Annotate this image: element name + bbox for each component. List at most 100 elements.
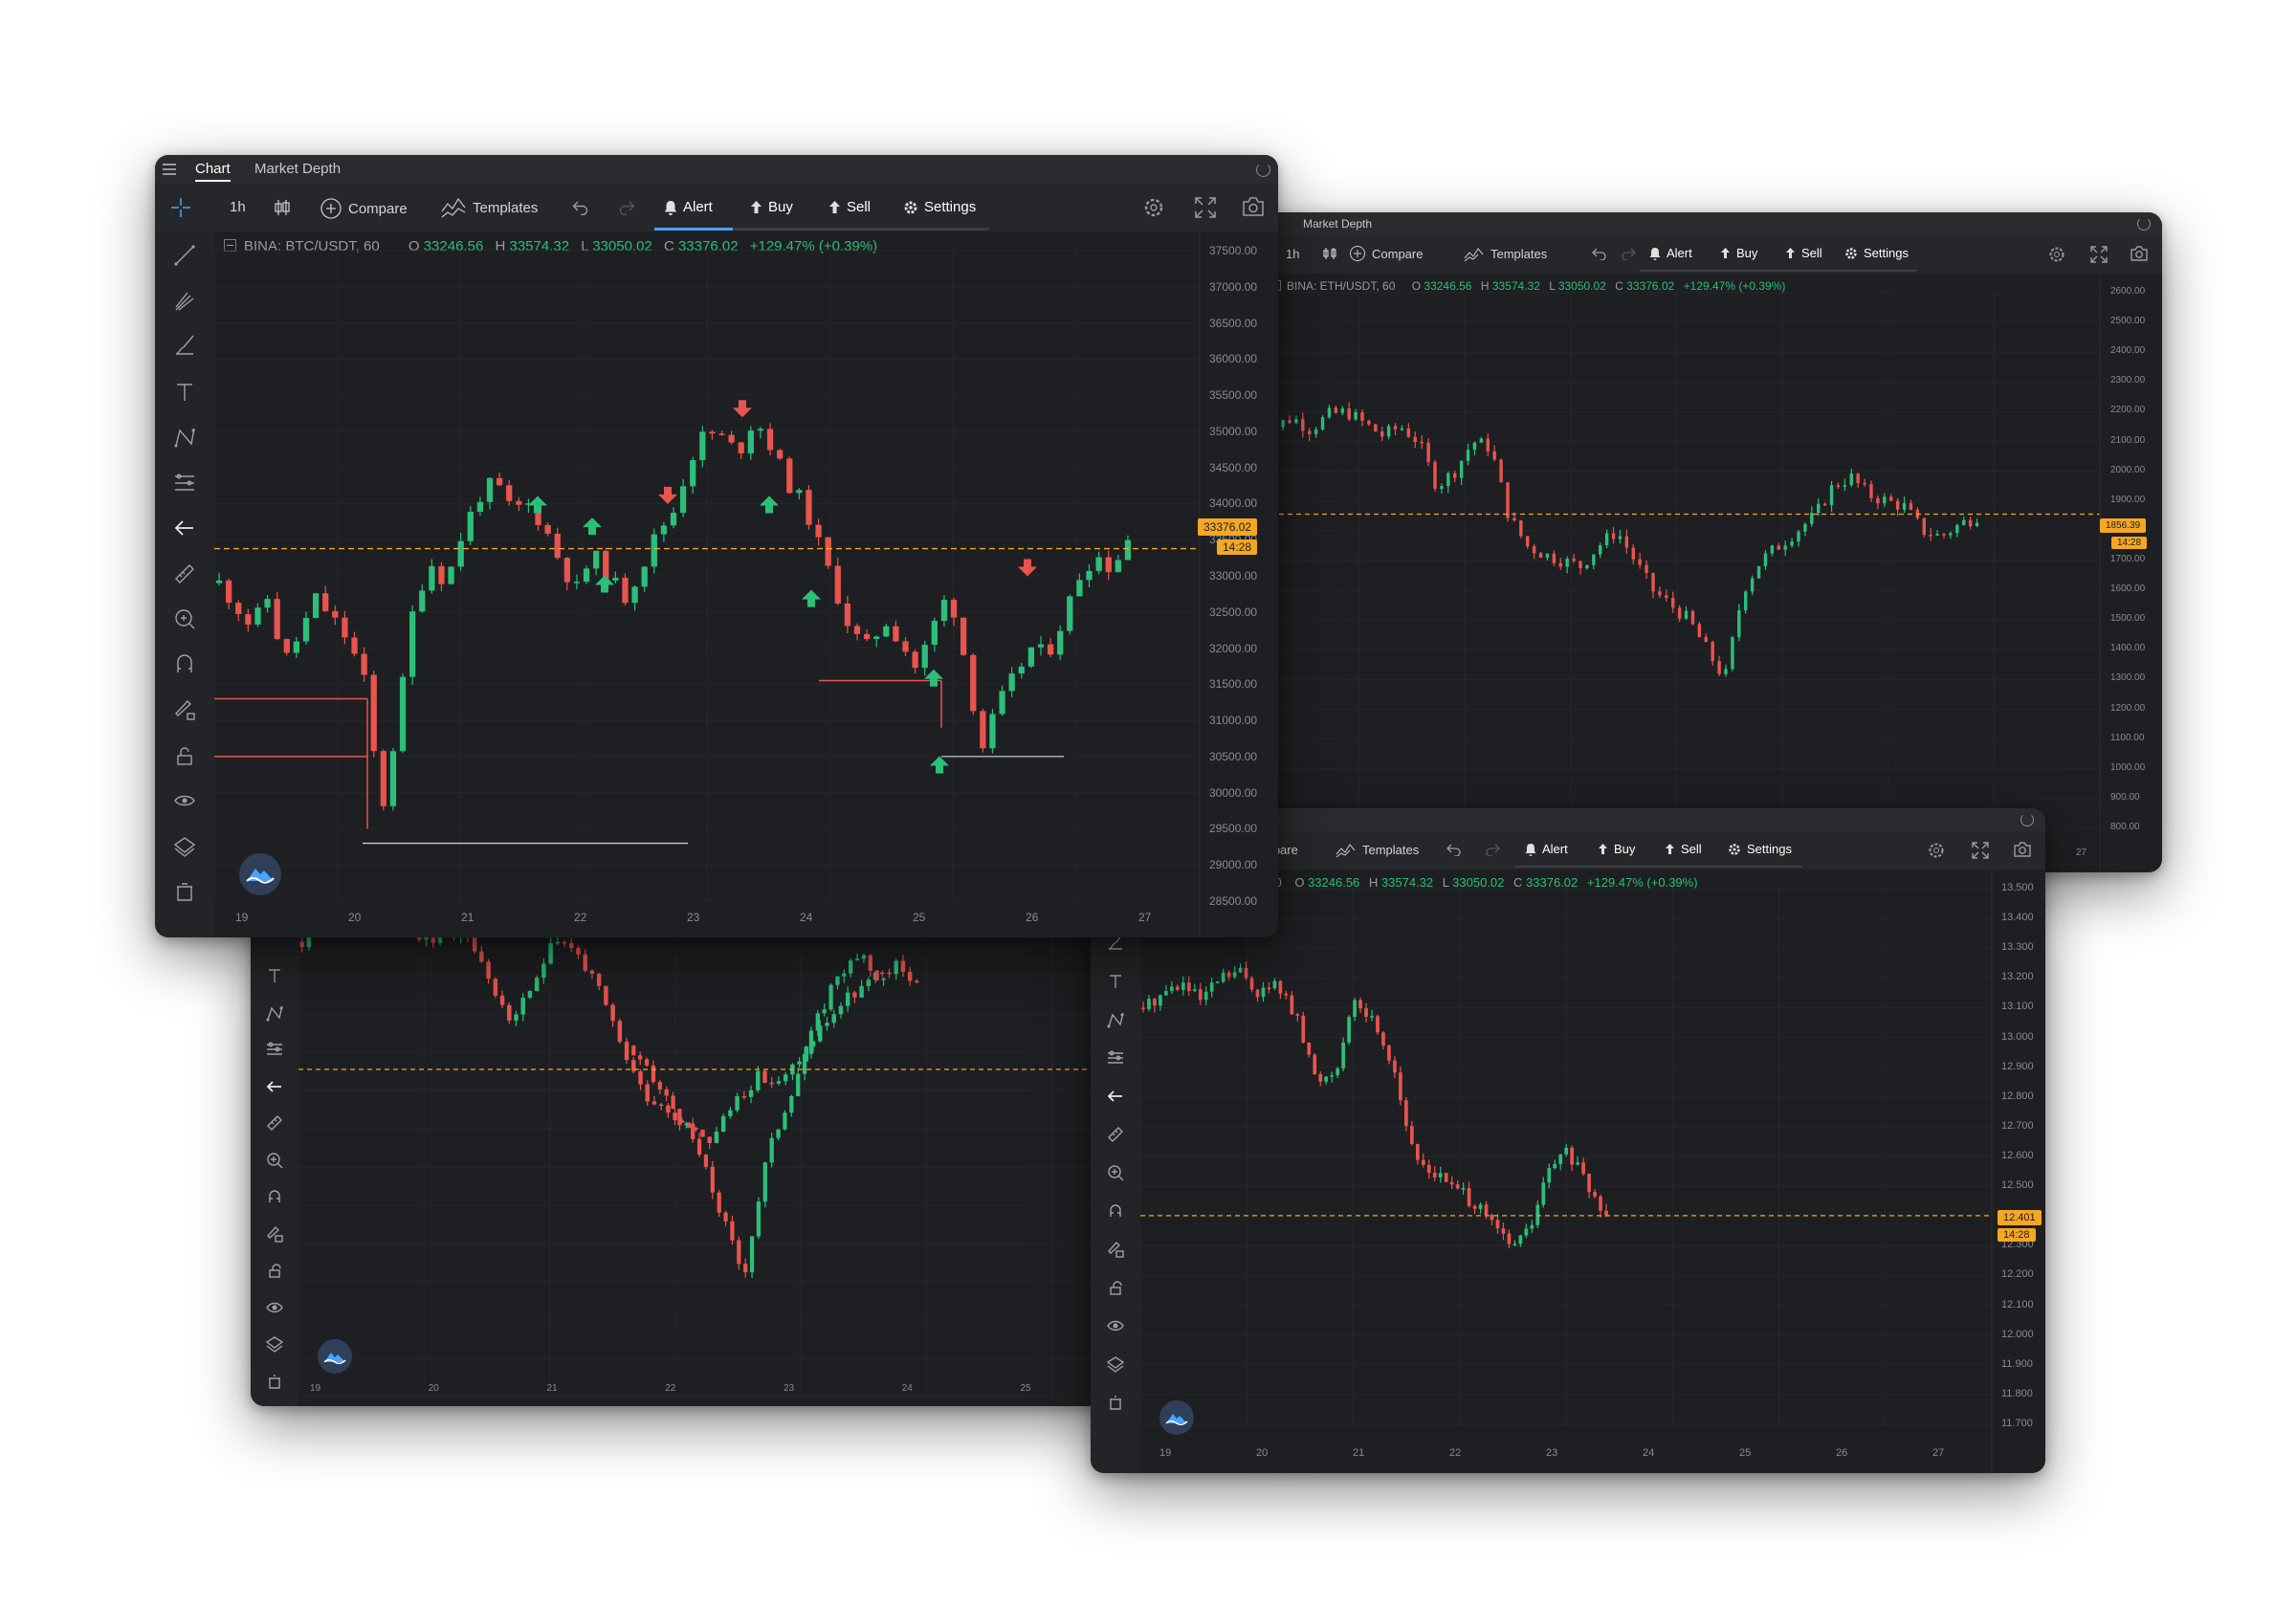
templates-button[interactable]: Templates [1336, 841, 1419, 858]
bl-body [741, 1096, 747, 1098]
camera-icon[interactable] [2013, 841, 2038, 858]
trash-icon[interactable] [155, 877, 214, 906]
eye-icon[interactable] [155, 786, 214, 815]
text-icon[interactable] [155, 378, 214, 407]
magnet-icon[interactable] [155, 650, 214, 679]
undo-icon[interactable] [572, 200, 595, 215]
eth-chart-area[interactable]: BINA: ETH/USDT, 60 O 33246.56 H 33574.32… [1253, 274, 2162, 872]
arrow-left-icon[interactable] [251, 1072, 298, 1101]
arrow-left-icon[interactable] [1091, 1082, 1140, 1111]
zoom-icon[interactable] [251, 1146, 298, 1175]
alert-button[interactable]: Alert [1649, 246, 1692, 260]
magnet-icon[interactable] [251, 1182, 298, 1211]
fib-icon[interactable] [1091, 1044, 1140, 1072]
refresh-icon[interactable] [2020, 813, 2034, 826]
alert-button[interactable]: Alert [1525, 842, 1568, 856]
candle-style-icon[interactable] [1322, 246, 1343, 261]
chart-settings-icon[interactable] [1142, 196, 1171, 219]
btc-body [1105, 557, 1112, 573]
text-icon[interactable] [251, 961, 298, 990]
zoom-icon[interactable] [155, 605, 214, 633]
ruler-icon[interactable] [155, 560, 214, 588]
crosshair-tool-icon[interactable] [170, 197, 197, 218]
templates-button[interactable]: Templates [440, 196, 538, 219]
redo-icon[interactable] [618, 200, 641, 215]
btc-candle [389, 747, 397, 811]
pattern-icon[interactable] [155, 423, 214, 451]
trash-icon-glyph [1110, 1396, 1121, 1410]
layers-icon[interactable] [155, 832, 214, 861]
bell-icon [1525, 843, 1536, 856]
chart-settings-icon[interactable] [1927, 841, 1952, 860]
refresh-icon[interactable] [1256, 163, 1270, 177]
compare-button[interactable]: Compare [1349, 245, 1423, 262]
compare-button[interactable]: Compare [320, 197, 408, 220]
fib-icon[interactable] [251, 1035, 298, 1064]
eth-candle [1572, 554, 1576, 563]
alert-button[interactable]: Alert [664, 199, 713, 215]
interval-button[interactable]: 1h [230, 199, 246, 215]
settings-button[interactable]: Settings [903, 199, 976, 215]
ruler-icon[interactable] [251, 1109, 298, 1137]
buy-button[interactable]: Buy [750, 199, 793, 215]
undo-icon[interactable] [1592, 247, 1613, 260]
buy-button[interactable]: Buy [1598, 842, 1635, 856]
pattern-icon[interactable] [1091, 1005, 1140, 1034]
eth-body [1281, 420, 1285, 428]
camera-icon[interactable] [1242, 196, 1270, 217]
pattern-icon[interactable] [251, 999, 298, 1027]
camera-icon[interactable] [2130, 245, 2154, 262]
tab-market-depth[interactable]: Market Depth [254, 161, 342, 177]
br-candle [1444, 1172, 1448, 1182]
interval-button[interactable]: 1h [1286, 247, 1300, 261]
fullscreen-icon[interactable] [1194, 196, 1223, 219]
sell-button[interactable]: Sell [828, 199, 871, 215]
btc-chart-area[interactable]: BINA: BTC/USDT, 60 O 33246.56 H 33574.32… [214, 231, 1278, 937]
bottom-right-chart-area[interactable]: , 60 O 33246.56 H 33574.32 L 33050.02 C … [1140, 870, 2045, 1473]
brush-icon[interactable] [1091, 929, 1140, 958]
redo-icon[interactable] [1621, 247, 1642, 260]
tab-chart[interactable]: Chart [195, 155, 231, 184]
bl2-candle [842, 969, 847, 983]
magnet-icon[interactable] [1091, 1197, 1140, 1225]
candle-style-icon[interactable] [274, 198, 297, 217]
eth-candle [1406, 423, 1411, 438]
buy-button[interactable]: Buy [1720, 246, 1757, 260]
menu-icon[interactable] [163, 164, 176, 175]
undo-icon[interactable] [1446, 843, 1468, 856]
brush-icon[interactable] [155, 332, 214, 361]
fullscreen-icon[interactable] [1971, 841, 1996, 860]
settings-button[interactable]: Settings [1728, 842, 1792, 856]
settings-button[interactable]: Settings [1844, 246, 1909, 260]
chart-settings-icon[interactable] [2047, 245, 2072, 264]
redo-icon[interactable] [1485, 843, 1506, 856]
fullscreen-icon[interactable] [2089, 245, 2114, 264]
fib-icon[interactable] [155, 469, 214, 497]
refresh-icon[interactable] [2137, 217, 2151, 231]
arrow-left-icon[interactable] [155, 514, 214, 542]
trash-icon[interactable] [251, 1367, 298, 1396]
unlock-icon[interactable] [1091, 1273, 1140, 1302]
tab-market-depth[interactable]: Market Depth [1303, 217, 1373, 231]
trend-line-icon[interactable] [155, 241, 214, 270]
layers-icon[interactable] [1091, 1350, 1140, 1378]
eye-icon[interactable] [251, 1293, 298, 1322]
lock-drawing-icon[interactable] [1091, 1235, 1140, 1264]
pitchfork-icon[interactable] [155, 287, 214, 316]
eye-icon[interactable] [1091, 1311, 1140, 1340]
br-body [1238, 967, 1243, 973]
sell-button[interactable]: Sell [1665, 842, 1702, 856]
btc-body [690, 460, 696, 487]
templates-button[interactable]: Templates [1464, 245, 1547, 262]
trash-icon[interactable] [1091, 1388, 1140, 1417]
zoom-icon[interactable] [1091, 1158, 1140, 1187]
eth-candle [1367, 419, 1371, 427]
unlock-icon[interactable] [251, 1256, 298, 1285]
text-icon[interactable] [1091, 967, 1140, 996]
unlock-icon[interactable] [155, 741, 214, 770]
lock-drawing-icon[interactable] [251, 1220, 298, 1248]
ruler-icon[interactable] [1091, 1120, 1140, 1149]
sell-button[interactable]: Sell [1785, 246, 1822, 260]
lock-drawing-icon[interactable] [155, 695, 214, 724]
layers-icon[interactable] [251, 1330, 298, 1358]
